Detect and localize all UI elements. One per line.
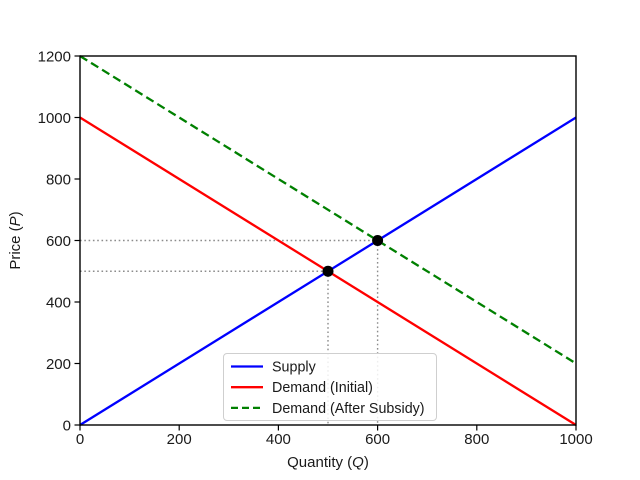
equilibrium-point-1 <box>372 235 384 246</box>
x-tick-label-4: 800 <box>464 431 489 448</box>
y-axis-label: Price (P) <box>7 211 24 269</box>
x-axis-label: Quantity (Q) <box>287 454 369 471</box>
legend-label-2: Demand (After Subsidy) <box>272 401 425 417</box>
x-tick-label-3: 600 <box>365 431 390 448</box>
x-tick-label-0: 0 <box>76 431 84 448</box>
y-tick-label-6: 1200 <box>38 48 71 65</box>
y-tick-label-3: 600 <box>46 233 71 250</box>
legend-frame <box>223 353 437 421</box>
legend-label-1: Demand (Initial) <box>272 380 373 396</box>
equilibrium-point-0 <box>322 265 334 277</box>
series-line-2 <box>79 55 577 365</box>
x-tick-label-5: 1000 <box>559 431 592 448</box>
x-tick-label-1: 200 <box>167 431 192 448</box>
y-tick-label-4: 800 <box>46 171 71 188</box>
x-tick-label-2: 400 <box>266 431 291 448</box>
y-tick-label-2: 400 <box>46 294 71 311</box>
y-tick-label-5: 1000 <box>38 110 71 127</box>
legend-label-0: Supply <box>272 360 317 376</box>
y-tick-label-1: 200 <box>46 356 71 373</box>
y-tick-label-0: 0 <box>63 417 71 434</box>
